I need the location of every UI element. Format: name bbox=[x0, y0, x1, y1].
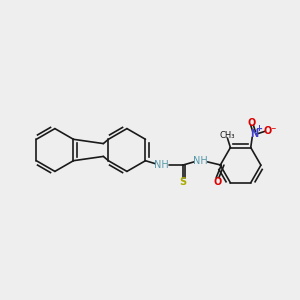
Text: CH₃: CH₃ bbox=[220, 131, 235, 140]
Text: +: + bbox=[255, 124, 262, 133]
Text: O: O bbox=[248, 118, 256, 128]
Text: O: O bbox=[213, 176, 221, 187]
Text: N: N bbox=[250, 129, 258, 139]
Text: NH: NH bbox=[193, 156, 208, 166]
Text: O⁻: O⁻ bbox=[263, 126, 277, 136]
Text: NH: NH bbox=[154, 160, 169, 170]
Text: S: S bbox=[179, 176, 186, 187]
